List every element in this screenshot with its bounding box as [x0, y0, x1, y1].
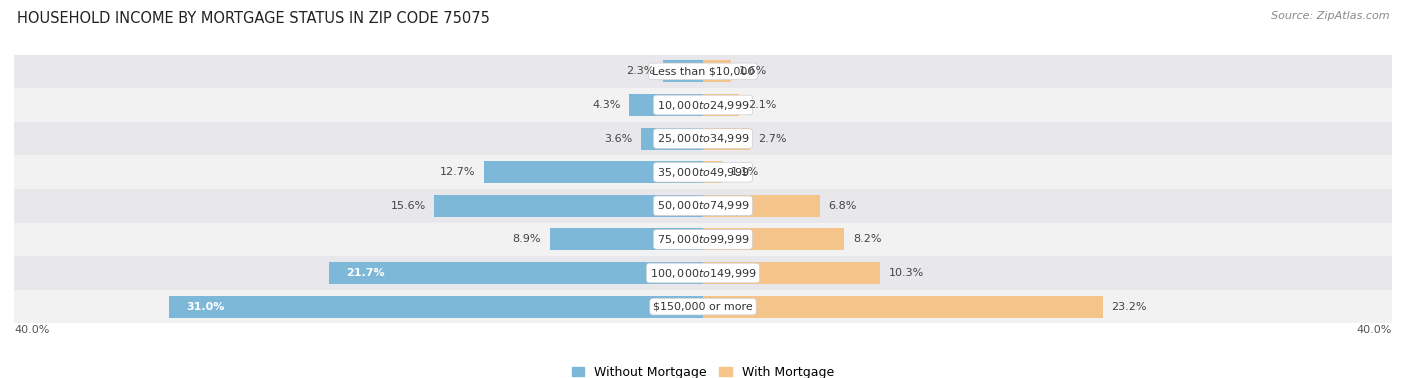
- Bar: [703, 228, 844, 250]
- Text: $75,000 to $99,999: $75,000 to $99,999: [657, 233, 749, 246]
- Bar: [703, 195, 820, 217]
- Text: Source: ZipAtlas.com: Source: ZipAtlas.com: [1271, 11, 1389, 21]
- Bar: [14, 155, 1392, 189]
- Text: $10,000 to $24,999: $10,000 to $24,999: [657, 99, 749, 112]
- Bar: [703, 262, 880, 284]
- Legend: Without Mortgage, With Mortgage: Without Mortgage, With Mortgage: [572, 366, 834, 378]
- Text: 40.0%: 40.0%: [1357, 325, 1392, 335]
- Text: 1.1%: 1.1%: [731, 167, 759, 177]
- Text: 4.3%: 4.3%: [592, 100, 620, 110]
- Bar: [703, 161, 721, 183]
- Bar: [14, 290, 1392, 324]
- Text: 1.6%: 1.6%: [740, 67, 768, 76]
- Text: 15.6%: 15.6%: [391, 201, 426, 211]
- Bar: [703, 296, 1102, 318]
- Text: $25,000 to $34,999: $25,000 to $34,999: [657, 132, 749, 145]
- Bar: [703, 60, 731, 82]
- Bar: [484, 161, 703, 183]
- Text: 31.0%: 31.0%: [186, 302, 225, 311]
- Text: $35,000 to $49,999: $35,000 to $49,999: [657, 166, 749, 179]
- Text: 8.2%: 8.2%: [853, 234, 882, 245]
- Bar: [628, 94, 703, 116]
- Bar: [14, 189, 1392, 223]
- Text: 21.7%: 21.7%: [346, 268, 385, 278]
- Text: 2.7%: 2.7%: [758, 133, 786, 144]
- Text: HOUSEHOLD INCOME BY MORTGAGE STATUS IN ZIP CODE 75075: HOUSEHOLD INCOME BY MORTGAGE STATUS IN Z…: [17, 11, 489, 26]
- Bar: [14, 54, 1392, 88]
- Text: 2.1%: 2.1%: [748, 100, 776, 110]
- Text: 23.2%: 23.2%: [1111, 302, 1147, 311]
- Text: Less than $10,000: Less than $10,000: [652, 67, 754, 76]
- Text: 8.9%: 8.9%: [513, 234, 541, 245]
- Bar: [434, 195, 703, 217]
- Text: 40.0%: 40.0%: [14, 325, 49, 335]
- Bar: [664, 60, 703, 82]
- Text: 10.3%: 10.3%: [889, 268, 924, 278]
- Text: $50,000 to $74,999: $50,000 to $74,999: [657, 199, 749, 212]
- Text: $100,000 to $149,999: $100,000 to $149,999: [650, 266, 756, 279]
- Text: 12.7%: 12.7%: [440, 167, 475, 177]
- Bar: [14, 256, 1392, 290]
- Bar: [169, 296, 703, 318]
- Text: $150,000 or more: $150,000 or more: [654, 302, 752, 311]
- Text: 2.3%: 2.3%: [627, 67, 655, 76]
- Bar: [14, 88, 1392, 122]
- Text: 3.6%: 3.6%: [605, 133, 633, 144]
- Bar: [550, 228, 703, 250]
- Bar: [641, 128, 703, 150]
- Bar: [14, 223, 1392, 256]
- Bar: [703, 94, 740, 116]
- Text: 6.8%: 6.8%: [828, 201, 858, 211]
- Bar: [703, 128, 749, 150]
- Bar: [329, 262, 703, 284]
- Bar: [14, 122, 1392, 155]
